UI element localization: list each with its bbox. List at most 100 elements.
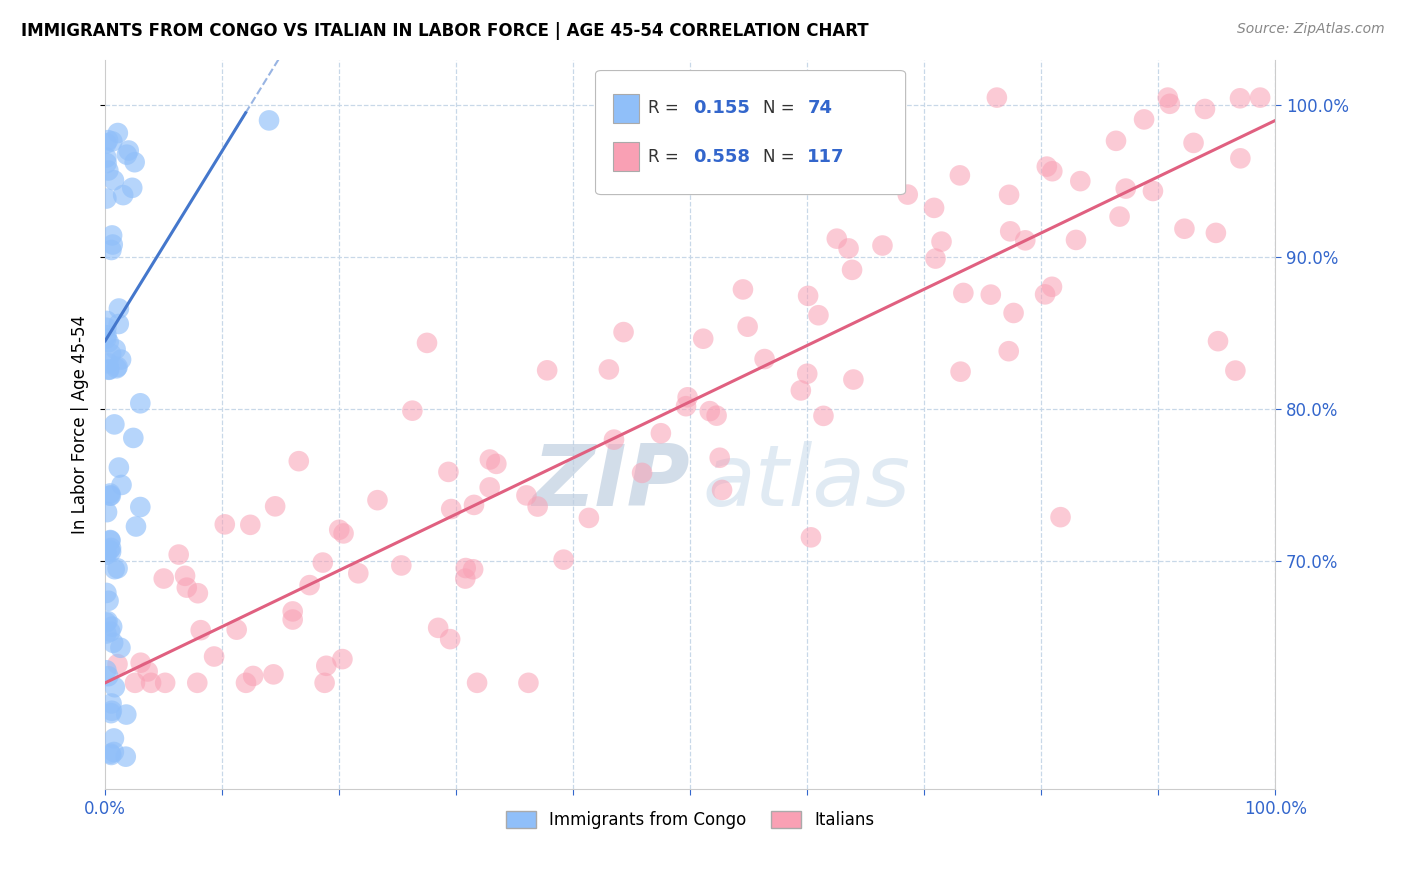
Point [980, 287, 1002, 301]
Point [152, 572, 174, 586]
Point [463, 498, 485, 512]
Point [841, 263, 863, 277]
Point [107, 126, 129, 140]
Point [598, 362, 620, 376]
Point [101, 135, 124, 149]
Point [107, 359, 129, 374]
Point [100, 545, 122, 559]
FancyBboxPatch shape [596, 70, 905, 194]
Text: Source: ZipAtlas.com: Source: ZipAtlas.com [1237, 22, 1385, 37]
Y-axis label: In Labor Force | Age 45-54: In Labor Force | Age 45-54 [72, 315, 89, 534]
Point [129, 500, 152, 514]
Point [112, 188, 135, 202]
Point [101, 237, 124, 252]
Point [1249, 90, 1271, 104]
Point [115, 707, 138, 722]
Point [125, 519, 148, 533]
Point [97, 335, 120, 350]
Point [97, 163, 120, 178]
Point [478, 452, 501, 467]
Point [96, 192, 118, 206]
Point [328, 523, 350, 537]
Point [997, 344, 1019, 359]
Point [108, 301, 131, 316]
Point [174, 569, 197, 583]
Point [100, 706, 122, 720]
Point [675, 399, 697, 413]
Point [97, 356, 120, 370]
Point [536, 363, 558, 377]
Point [437, 465, 460, 479]
Point [1014, 233, 1036, 247]
Point [100, 243, 122, 257]
Point [807, 308, 830, 322]
Point [105, 361, 128, 376]
Point [235, 675, 257, 690]
Point [485, 457, 508, 471]
Point [650, 426, 672, 441]
Point [515, 488, 537, 502]
Point [825, 232, 848, 246]
Point [108, 460, 131, 475]
Point [754, 352, 776, 367]
Point [1206, 334, 1229, 348]
Point [100, 347, 122, 361]
Point [1049, 510, 1071, 524]
Point [97, 133, 120, 147]
Point [1036, 160, 1059, 174]
Point [104, 680, 127, 694]
Point [187, 586, 209, 600]
Point [1064, 233, 1087, 247]
Point [281, 604, 304, 618]
Point [1229, 152, 1251, 166]
Point [100, 533, 122, 548]
Point [129, 656, 152, 670]
Point [101, 228, 124, 243]
Point [153, 675, 176, 690]
Point [96, 136, 118, 151]
Point [96, 156, 118, 170]
Point [401, 403, 423, 417]
Point [986, 90, 1008, 104]
Point [96, 626, 118, 640]
Point [314, 675, 336, 690]
Point [122, 431, 145, 445]
Point [98, 486, 121, 500]
Point [257, 113, 280, 128]
Point [98, 543, 121, 558]
Point [103, 417, 125, 432]
Point [263, 667, 285, 681]
Point [103, 173, 125, 187]
Point [114, 749, 136, 764]
Point [101, 704, 124, 718]
Point [96, 505, 118, 519]
Point [281, 613, 304, 627]
Point [813, 409, 835, 423]
Point [578, 511, 600, 525]
Text: 117: 117 [807, 148, 845, 166]
Point [699, 404, 721, 418]
Point [107, 657, 129, 672]
Point [612, 325, 634, 339]
Point [842, 372, 865, 386]
Point [1000, 224, 1022, 238]
Point [107, 561, 129, 575]
Point [1225, 363, 1247, 377]
Point [389, 558, 412, 573]
Point [96, 548, 118, 562]
Point [998, 187, 1021, 202]
Point [1173, 221, 1195, 235]
Text: N =: N = [763, 148, 800, 166]
Text: R =: R = [648, 100, 685, 118]
Point [1133, 112, 1156, 127]
Point [288, 454, 311, 468]
Point [98, 533, 121, 547]
Point [416, 335, 439, 350]
Point [96, 320, 118, 334]
Point [242, 669, 264, 683]
Point [737, 319, 759, 334]
Point [709, 450, 731, 465]
Point [872, 238, 894, 252]
Point [186, 675, 208, 690]
Point [526, 500, 548, 514]
